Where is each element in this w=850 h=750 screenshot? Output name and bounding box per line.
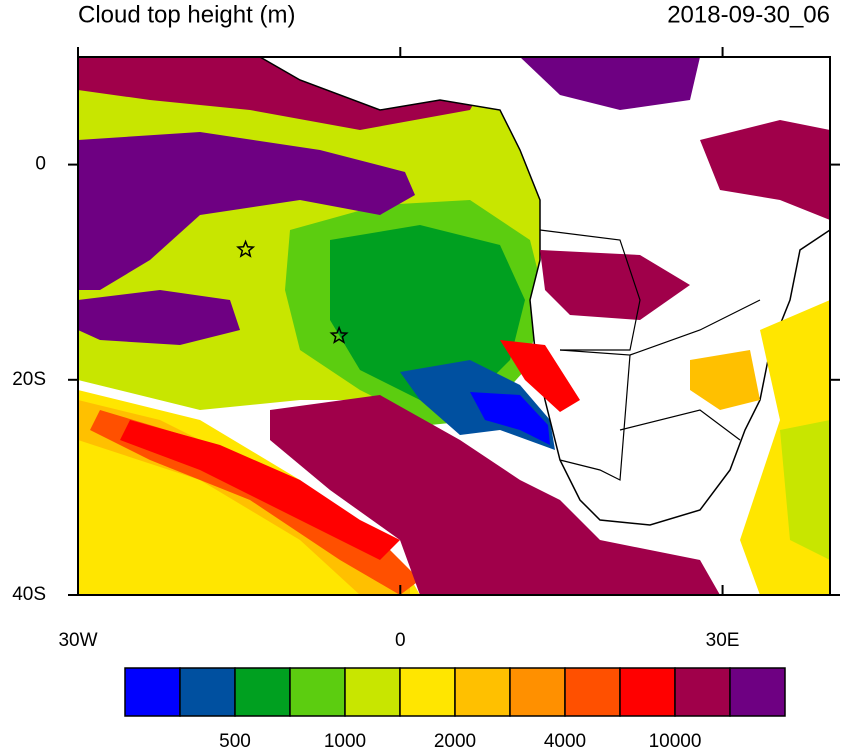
colorbar-box [619,667,676,717]
colorbar-box [509,667,566,717]
border [559,349,631,481]
colorbar-box [179,667,236,717]
frame [77,56,831,596]
cloud-area [700,120,830,220]
colorbar-label: 10000 [649,731,702,750]
cloud-area [540,250,690,320]
y-tick-label: 20S [12,369,46,390]
colorbar-box [454,667,511,717]
cloud-area [78,290,240,345]
x-tick-label: 30E [706,630,740,651]
date-label: 2018-09-30_06 [667,1,830,28]
cloud-area [520,57,700,110]
border [539,229,641,351]
colorbar-box [564,667,621,717]
colorbar-box [399,667,456,717]
colorbar-box [344,667,401,717]
colorbar-label: 1000 [324,731,366,750]
cloud-area [470,392,550,445]
cloud-area [500,340,580,412]
site-marker [329,325,349,344]
land [258,57,830,526]
colorbar-box [234,667,291,717]
colorbar-box [729,667,786,717]
map-field [78,57,830,595]
cloud-area [270,395,720,595]
cloud-area [780,420,830,560]
colorbar-box [674,667,731,717]
y-tick-label: 0 [35,154,46,175]
border [629,299,761,356]
colorbar-label: 2000 [434,731,476,750]
colorbar-box [124,667,181,717]
cloud-area [78,132,415,290]
cloud-area [330,225,525,400]
title: Cloud top height (m) [78,1,295,28]
x-tick-label: 0 [395,630,406,651]
colorbar-label: 500 [219,731,251,750]
colorbar-box [289,667,346,717]
border [619,409,741,441]
x-tick-label: 30W [58,630,97,651]
colorbar-label: 4000 [544,731,586,750]
y-tick-label: 40S [12,584,46,605]
cloud-area [120,420,400,560]
site-marker [236,239,256,258]
cloud-area [690,350,760,410]
